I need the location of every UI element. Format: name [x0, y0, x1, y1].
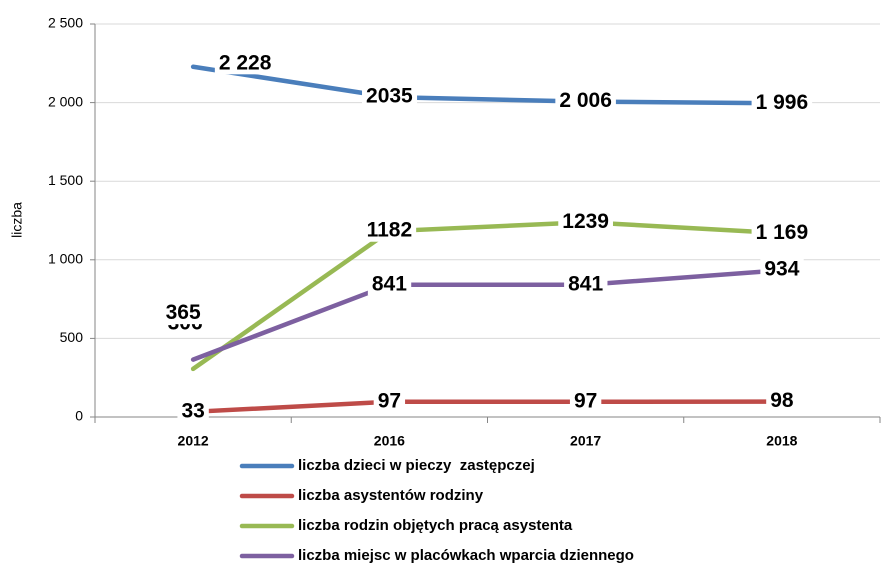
- x-tick-label: 2018: [766, 433, 797, 449]
- data-label: 97: [378, 389, 401, 412]
- series-line: [190, 64, 785, 106]
- data-label-bg: [555, 89, 616, 113]
- legend-label: liczba rodzin objętych pracą asystenta: [298, 517, 573, 534]
- data-label: 1182: [367, 219, 413, 242]
- data-label-group: 97: [569, 389, 602, 413]
- x-tick-label: 2016: [374, 433, 405, 449]
- data-label-bg: [214, 51, 276, 75]
- data-label-bg: [751, 90, 813, 114]
- data-label-group: 841: [367, 272, 412, 296]
- legend-label: liczba dzieci w pieczy zastępczej: [298, 457, 535, 474]
- series-line: [190, 219, 785, 372]
- data-label: 2 006: [559, 89, 612, 112]
- x-tick-label: 2017: [570, 433, 601, 449]
- data-label: 1 996: [756, 91, 809, 114]
- y-tick-label: 1 500: [48, 172, 83, 188]
- data-label: 2035: [366, 85, 413, 108]
- legend-label: liczba asystentów rodziny: [298, 487, 484, 504]
- x-tick-label: 2012: [178, 433, 209, 449]
- data-label-group: 1 996: [751, 90, 813, 114]
- data-label-bg: [362, 218, 417, 242]
- series-line: [190, 399, 785, 415]
- data-label: 934: [764, 258, 799, 281]
- data-label-bg: [177, 399, 209, 423]
- data-label-bg: [760, 257, 804, 281]
- data-label: 33: [181, 399, 204, 422]
- data-label-bg: [569, 389, 602, 413]
- data-label-bg: [373, 389, 406, 413]
- data-label: 97: [574, 389, 597, 412]
- y-tick-label: 500: [60, 329, 84, 345]
- data-label: 2 228: [219, 51, 272, 74]
- data-label-bg: [564, 272, 608, 296]
- series-line: [190, 267, 785, 362]
- data-label-bg: [751, 220, 813, 244]
- data-label-group: 98: [766, 389, 798, 413]
- data-label: 1239: [562, 210, 609, 233]
- data-label-group: 1 169: [751, 220, 813, 244]
- data-label-bg: [161, 301, 205, 325]
- data-label-group: 2035: [362, 84, 418, 108]
- data-label-bg: [367, 272, 412, 296]
- y-tick-label: 2 500: [48, 15, 83, 31]
- data-label-group: 841: [564, 272, 608, 296]
- data-label: 98: [770, 389, 794, 412]
- data-label: 841: [372, 272, 407, 295]
- y-tick-label: 2 000: [48, 93, 83, 109]
- y-tick-label: 1 000: [48, 251, 83, 267]
- data-label-group: 365: [161, 301, 205, 325]
- legend-label: liczba miejsc w placówkach wparcia dzien…: [298, 547, 634, 564]
- data-label-group: 1239: [558, 209, 613, 233]
- data-label-group: 33: [177, 399, 209, 423]
- data-label-bg: [766, 389, 798, 413]
- data-label-bg: [558, 209, 613, 233]
- y-tick-label: 0: [75, 408, 83, 424]
- y-axis-label: liczba: [9, 202, 25, 238]
- data-label: 365: [166, 301, 201, 324]
- data-label-group: 934: [760, 257, 804, 281]
- data-label-bg: [362, 84, 418, 108]
- data-label-group: 2 006: [555, 89, 616, 113]
- data-label-group: 2 228: [214, 51, 276, 75]
- data-label-group: 97: [373, 389, 406, 413]
- data-label: 841: [568, 272, 603, 295]
- data-label: 1 169: [756, 221, 809, 244]
- data-label-group: 1182: [362, 218, 417, 242]
